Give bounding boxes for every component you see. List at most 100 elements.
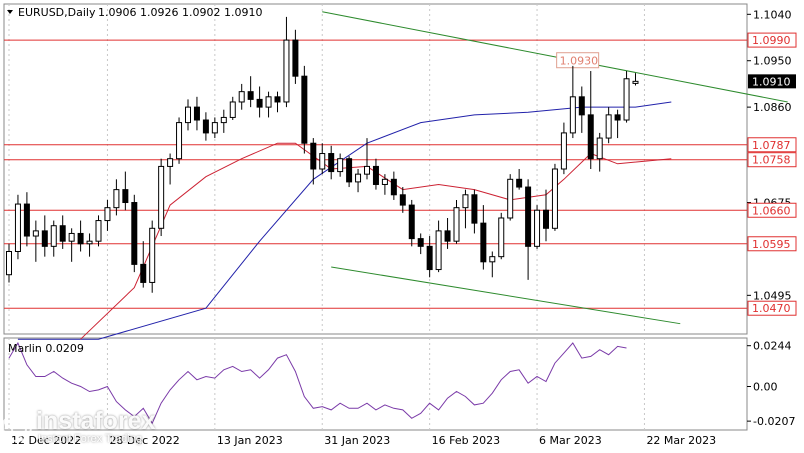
candle-body — [525, 186, 532, 247]
candle-body — [202, 119, 209, 134]
candle-body — [238, 91, 245, 103]
candle-body — [614, 114, 621, 121]
level-label: 1.0990 — [752, 34, 791, 47]
candle-body — [364, 165, 370, 175]
candle-body — [516, 178, 523, 188]
candle-body — [551, 168, 558, 229]
oscillator — [8, 341, 627, 425]
candle-body — [569, 96, 576, 134]
candle-body — [453, 207, 460, 242]
candle-body — [229, 101, 236, 118]
candle-body — [122, 189, 129, 204]
candles — [6, 16, 639, 293]
candle-body — [319, 153, 326, 170]
y-tick-label: 1.0950 — [753, 55, 792, 68]
x-tick-label: 6 Mar 2023 — [539, 434, 602, 447]
candle-body — [587, 114, 594, 160]
candle-body — [578, 96, 585, 116]
candle-body — [32, 230, 39, 237]
candle-body — [381, 178, 388, 185]
candle-body — [408, 204, 415, 240]
candle-body — [471, 194, 478, 224]
candle-body — [59, 225, 66, 242]
menu-triangle-icon[interactable] — [7, 10, 13, 14]
candle-body — [399, 194, 406, 206]
x-tick-label: 22 Mar 2023 — [646, 434, 716, 447]
oscillator-line — [8, 341, 627, 425]
level-label-box — [747, 202, 797, 218]
y-tick-label: 1.0495 — [753, 289, 792, 302]
level-label: 1.0595 — [752, 238, 791, 251]
candle-body — [193, 106, 200, 121]
candle-body — [560, 132, 567, 170]
level-label: 1.0787 — [752, 139, 791, 152]
level-label: 1.0470 — [752, 302, 791, 315]
candle-body — [417, 238, 424, 247]
y-tick-label: 1.0860 — [753, 101, 792, 114]
x-tick-label: 16 Feb 2023 — [432, 434, 500, 447]
candle-body — [596, 137, 603, 160]
candle-body — [265, 96, 272, 108]
candle-body — [426, 245, 433, 271]
candle-body — [185, 106, 191, 124]
candle-body — [247, 91, 254, 100]
candle-body — [167, 158, 174, 167]
osc-tick-label: 0.0244 — [753, 340, 792, 353]
candle-body — [310, 142, 317, 170]
lower-trendline — [331, 266, 681, 325]
candle-body — [256, 98, 263, 108]
candle-body — [292, 39, 299, 77]
candle-body — [131, 202, 138, 265]
candle-body — [140, 263, 147, 283]
candle-body — [543, 209, 549, 229]
x-tick-label: 31 Jan 2023 — [324, 434, 390, 447]
candle-body — [6, 251, 12, 276]
candle-body — [489, 256, 496, 263]
candle-body — [158, 165, 165, 229]
time-axis: 12 Dec 2022 28 Dec 2022 13 Jan 2023 31 Jan … — [11, 434, 716, 447]
candle-body — [176, 122, 183, 160]
candle-body — [390, 178, 397, 196]
candle-body — [283, 39, 290, 103]
level-label-box — [747, 32, 797, 48]
candle-body — [220, 116, 227, 124]
candle-body — [337, 158, 344, 173]
level-label-box — [747, 152, 797, 168]
candle-body — [623, 78, 630, 121]
candle-body — [77, 232, 84, 245]
level-label-box — [747, 137, 797, 153]
candle-body — [444, 230, 451, 242]
level-label-box — [747, 300, 797, 316]
candle-body — [86, 240, 93, 245]
candle-body — [301, 75, 308, 144]
candle-body — [23, 203, 30, 237]
candle-body — [274, 96, 281, 103]
candle-body — [14, 203, 21, 252]
candle-body — [346, 158, 353, 183]
candle-body — [605, 114, 612, 139]
y-tick-label: 1.1040 — [753, 8, 792, 21]
candle-body — [68, 232, 75, 242]
candle-body — [328, 153, 335, 173]
x-tick-label: 13 Jan 2023 — [217, 434, 283, 447]
osc-tick-label: -0.0207 — [753, 415, 795, 428]
current-price-label: 1.0910 — [752, 75, 791, 88]
candle-body — [211, 122, 218, 134]
osc-tick-label: 0.00 — [753, 381, 778, 394]
candle-body — [95, 220, 102, 242]
upper-trendline — [322, 11, 788, 103]
price-axis: 1.10401.09501.08601.06751.04951.09901.07… — [747, 8, 797, 428]
candle-body — [498, 217, 505, 258]
level-label-box — [747, 236, 797, 252]
x-tick-label: 12 Dec 2022 — [11, 434, 81, 447]
candle-body — [41, 230, 48, 247]
horizontal-levels — [4, 39, 747, 309]
candle-body — [632, 80, 639, 84]
candle-body — [435, 230, 442, 271]
oscillator-title: Marlin 0.0209 — [8, 342, 84, 355]
price-annotation: 1.0930 — [560, 55, 599, 68]
candle-body — [534, 209, 541, 247]
chart-header-ohlc: 1.0906 1.0926 1.0902 1.0910 — [98, 6, 262, 19]
candle-body — [355, 173, 362, 183]
